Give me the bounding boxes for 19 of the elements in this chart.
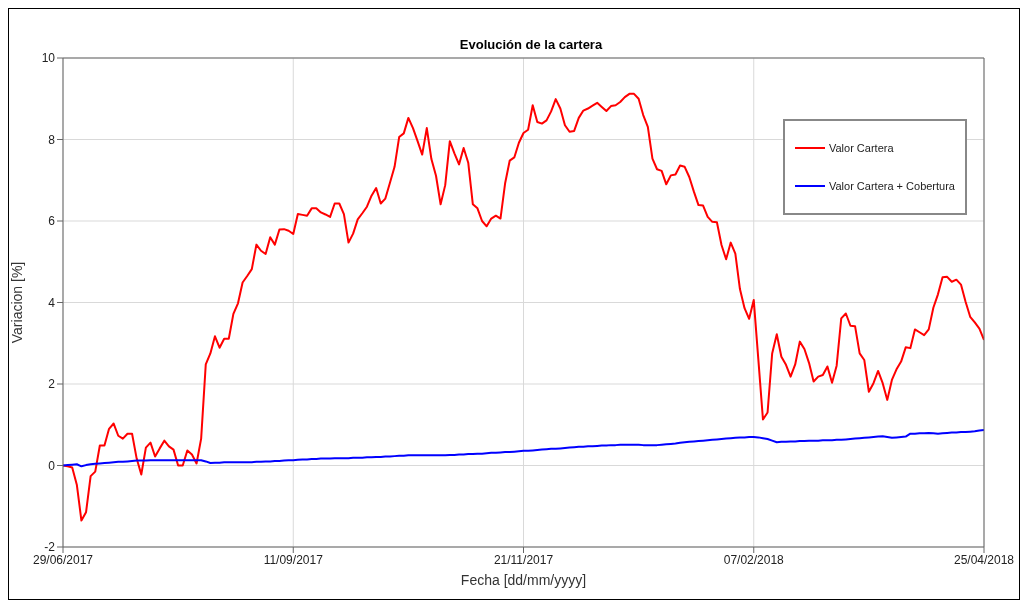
legend-label: Valor Cartera + Cobertura <box>828 180 955 192</box>
y-tick-label: 0 <box>48 458 56 473</box>
y-tick-label: -2 <box>44 540 56 555</box>
x-tick-label: 25/04/2018 <box>953 552 1015 567</box>
x-tick-label: 11/09/2017 <box>263 552 324 567</box>
x-tick-label: 29/06/2017 <box>32 552 94 567</box>
x-tick-label: 21/11/2017 <box>493 552 554 567</box>
x-tick-label: 07/02/2018 <box>723 552 785 567</box>
legend-label: Valor Cartera <box>828 142 894 154</box>
chart-title: Evolución de la cartera <box>458 37 604 52</box>
y-tick-label: 2 <box>48 377 56 392</box>
y-tick-label: 4 <box>48 295 56 310</box>
x-axis-title: Fecha [dd/mm/yyyy] <box>460 572 587 588</box>
line-series <box>63 92 984 522</box>
y-axis-title: Variacion [%] <box>8 261 25 344</box>
y-tick-label: 6 <box>48 214 56 229</box>
y-tick-label: 10 <box>41 51 56 66</box>
y-tick-label: 8 <box>48 132 56 147</box>
line-series <box>63 429 984 468</box>
